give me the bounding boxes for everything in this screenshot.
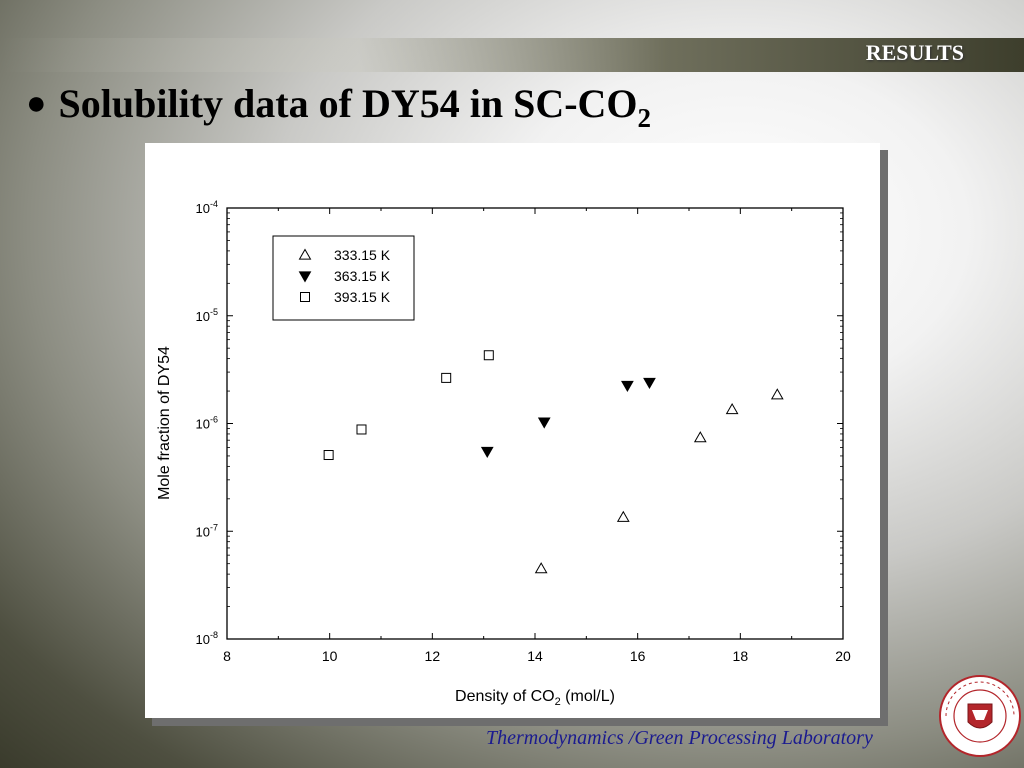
data-point-series-2 <box>621 380 634 393</box>
section-label: RESULTS <box>865 40 964 65</box>
y-tick-label: 10-5 <box>196 307 218 324</box>
lab-footer: Thermodynamics /Green Processing Laborat… <box>486 727 873 749</box>
y-axis-label: Mole fraction of DY54 <box>156 346 173 500</box>
y-axis-ticks: 10-8 10-7 10-6 10-5 10-4 <box>196 199 843 647</box>
x-tick-label: 8 <box>223 648 231 664</box>
legend-marker-1 <box>298 248 312 260</box>
chart-panel: 8 10 12 14 16 18 20 10-8 10-7 10-6 10-5 10-4 Mole … <box>145 143 880 718</box>
y-tick-label: 10-8 <box>196 630 218 647</box>
y-tick-label: 10-6 <box>196 415 218 432</box>
x-tick-label: 20 <box>835 648 851 664</box>
data-point-series-1 <box>616 510 630 522</box>
data-point-series-3 <box>356 424 367 435</box>
legend-label-3: 393.15 K <box>334 289 391 305</box>
legend: 333.15 K 363.15 K 393.15 K <box>272 235 415 321</box>
legend-marker-2 <box>298 271 312 283</box>
x-axis-label-sub: 2 <box>555 696 561 708</box>
x-axis-label: Density of CO2 (mol/L) <box>455 688 615 708</box>
x-tick-label: 18 <box>733 648 749 664</box>
data-point-series-1 <box>770 388 784 400</box>
x-axis-label-unit: (mol/L) <box>561 688 615 705</box>
results-header-bar <box>0 38 1024 72</box>
x-tick-label: 14 <box>527 648 543 664</box>
title-subscript: 2 <box>637 103 652 133</box>
title-main: Solubility data of DY54 in SC-CO <box>58 81 638 126</box>
legend-label-2: 363.15 K <box>334 268 391 284</box>
bullet-icon: ● <box>26 85 47 122</box>
data-point-series-1 <box>725 402 739 415</box>
data-point-series-1 <box>693 431 707 443</box>
legend-label-1: 333.15 K <box>334 247 391 263</box>
data-point-series-3 <box>441 372 452 383</box>
x-tick-label: 10 <box>322 648 338 664</box>
x-axis-label-main: Density of CO <box>455 688 555 705</box>
data-point-series-2 <box>643 377 656 390</box>
data-point-series-2 <box>537 417 551 429</box>
slide-title: ● Solubility data of DY54 in SC-CO2 <box>26 80 651 133</box>
data-point-series-3 <box>323 450 334 461</box>
data-point-series-2 <box>480 446 494 458</box>
data-points <box>323 350 784 574</box>
x-axis-ticks: 8 10 12 14 16 18 20 <box>223 208 851 664</box>
x-tick-label: 16 <box>630 648 646 664</box>
data-point-series-1 <box>534 562 548 574</box>
legend-box <box>272 235 415 321</box>
y-tick-label: 10-4 <box>196 199 218 216</box>
y-tick-label: 10-7 <box>196 522 218 539</box>
data-point-series-3 <box>483 350 494 361</box>
legend-marker-3 <box>300 292 310 302</box>
x-tick-label: 12 <box>425 648 441 664</box>
solubility-chart: 8 10 12 14 16 18 20 10-8 10-7 10-6 10-5 10-4 Mole … <box>156 199 851 708</box>
sogang-university-seal-icon <box>939 675 1021 757</box>
